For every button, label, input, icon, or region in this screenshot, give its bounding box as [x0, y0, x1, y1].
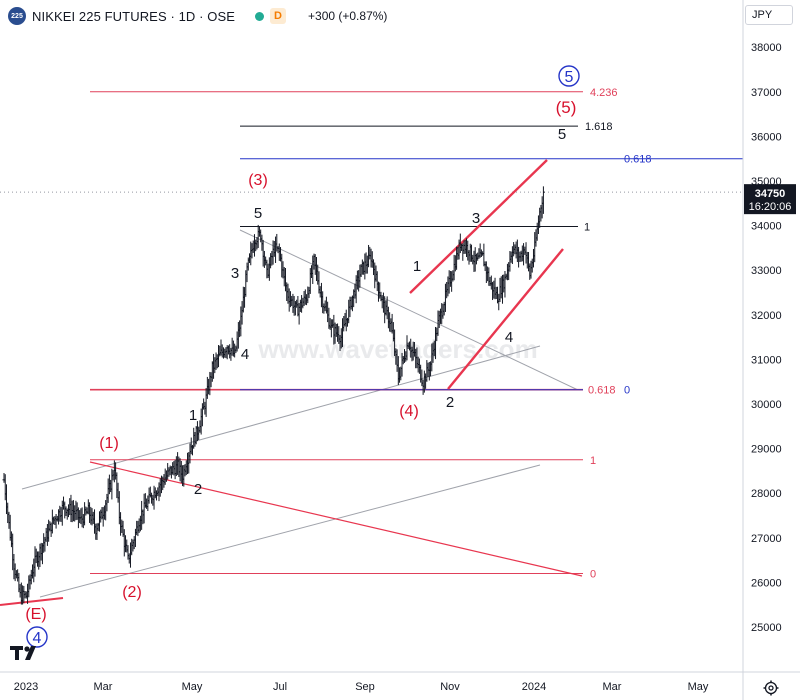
settings-gear-icon[interactable]	[763, 680, 779, 696]
price-bar	[541, 186, 545, 214]
wave-label-circle	[26, 626, 48, 648]
wave-label: 5	[565, 69, 574, 86]
wave-label: (3)	[248, 172, 268, 189]
fib-level-label: 0.618	[624, 154, 652, 166]
price-tick-label: 30000	[751, 399, 782, 411]
fib-labels: 4.236 1.618 0.618 1 0.618 0 1 0	[584, 87, 652, 581]
price-tick-label: 33000	[751, 265, 782, 277]
wave-label: 1	[413, 258, 421, 275]
wave-label: 2	[194, 481, 202, 498]
market-open-dot-icon	[255, 11, 265, 21]
wave-label: 3	[231, 265, 239, 282]
wedge-upper-line	[409, 159, 548, 294]
fib-level-label: 4.236	[590, 87, 618, 99]
channel-line	[239, 229, 579, 391]
price-bars	[2, 186, 545, 605]
wave-label: 4	[33, 630, 42, 647]
price-tick-label: 25000	[751, 622, 782, 634]
tradingview-logo-icon[interactable]	[10, 642, 44, 664]
wave-label: 4	[505, 329, 513, 346]
price-tick-label: 34000	[751, 221, 782, 233]
wave-labels: 5 (5) 5 (3) 5 3 1 3 4 4 (4) 2 1 (1) 2 (2) (E) 4	[25, 65, 580, 648]
wave-label: (4)	[399, 403, 419, 420]
price-tick-label: 31000	[751, 354, 782, 366]
price-tick-label: 27000	[751, 533, 782, 545]
wave-label: (2)	[122, 584, 142, 601]
wave-label: 3	[472, 210, 480, 227]
price-tick-label: 37000	[751, 87, 782, 99]
delay-badge: D	[270, 8, 287, 24]
price-axis: 25000 26000 27000 28000 29000 30000 31000 32000…	[742, 0, 796, 700]
time-tick-label: Sep	[355, 681, 375, 693]
price-tick-label: 28000	[751, 488, 782, 500]
wave-label: (E)	[25, 606, 46, 623]
time-tick-label: May	[182, 681, 203, 693]
fib-level-label: 1	[590, 455, 596, 467]
price-tick-label: 26000	[751, 577, 782, 589]
time-tick-label: Nov	[440, 681, 460, 693]
time-tick-label: Mar	[603, 681, 622, 693]
wave-label: 4	[241, 346, 249, 363]
wave-label: (1)	[99, 435, 119, 452]
time-tick-label: 2023	[14, 681, 38, 693]
trendline-red-base	[0, 597, 64, 606]
time-tick-label: Jul	[273, 681, 287, 693]
trendline-red	[89, 461, 583, 577]
wave-label: (5)	[556, 98, 577, 117]
price-tick-label: 29000	[751, 444, 782, 456]
symbol-title[interactable]: NIKKEI 225 FUTURES · 1D · OSE	[32, 8, 236, 24]
fib-level-label: 1	[584, 221, 590, 233]
chart-lines	[0, 91, 743, 606]
price-change: +300 (+0.87%)	[308, 9, 388, 23]
bar-countdown: 16:20:06	[749, 201, 792, 213]
price-tick-label: 32000	[751, 310, 782, 322]
wave-label-circle	[558, 65, 580, 87]
wave-label: 1	[189, 407, 197, 424]
chart-header: 225 NIKKEI 225 FUTURES · 1D · OSE D +300…	[8, 6, 387, 26]
fib-level-label: 0.618	[588, 385, 616, 397]
wave-label: 5	[558, 126, 566, 143]
time-axis: 2023 Mar May Jul Sep Nov 2024 Mar May	[0, 671, 800, 693]
currency-button[interactable]: JPY	[745, 5, 793, 25]
price-tick-label: 36000	[751, 131, 782, 143]
price-tick-label: 38000	[751, 42, 782, 54]
wave-label: 2	[446, 394, 454, 411]
symbol-badge-icon[interactable]: 225	[8, 7, 26, 25]
time-tick-label: 2024	[522, 681, 546, 693]
channel-line	[21, 345, 541, 490]
channel-line	[39, 464, 541, 598]
time-tick-label: Mar	[94, 681, 113, 693]
last-price-value: 34750	[755, 188, 786, 200]
fib-level-label: 0	[624, 385, 630, 397]
wave-label: 5	[254, 205, 262, 222]
wedge-lower-line	[447, 248, 564, 390]
fib-level-label: 0	[590, 568, 596, 580]
time-tick-label: May	[688, 681, 709, 693]
fib-level-label: 1.618	[585, 121, 613, 133]
